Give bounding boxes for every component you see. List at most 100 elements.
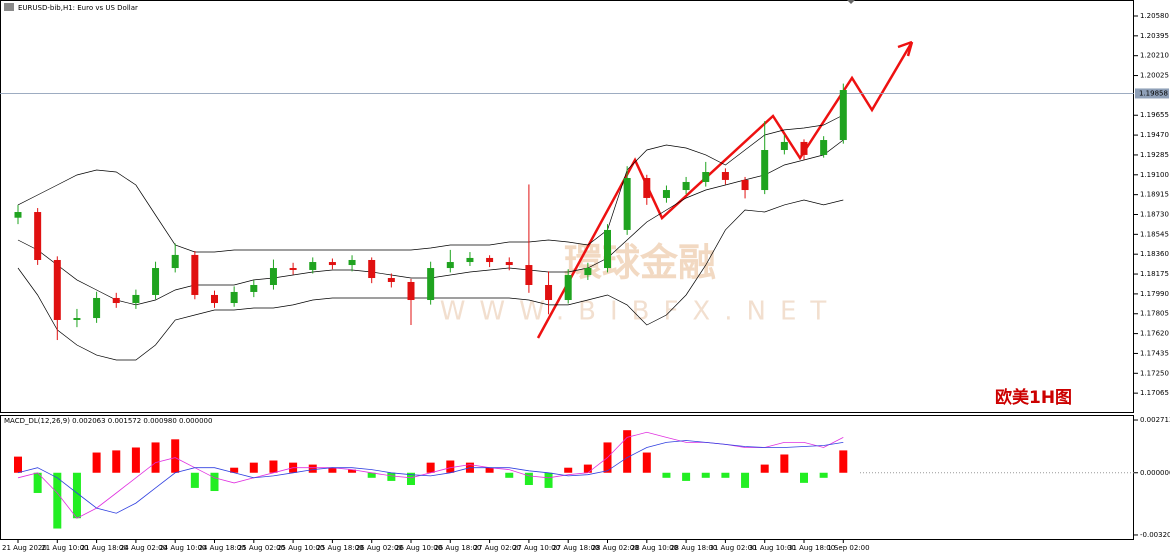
- x-tick-label: 24 Aug 10:00: [159, 544, 206, 552]
- x-tick-label: 24 Aug 18:00: [199, 544, 246, 552]
- candle-body: [368, 259, 376, 279]
- macd-bar: [544, 472, 553, 488]
- x-tick-label: 25 Aug 10:00: [277, 544, 324, 552]
- macd-bar: [210, 472, 219, 492]
- shift-marker: [847, 0, 855, 4]
- symbol-icon: [4, 3, 14, 11]
- watermark-text: 環球金融: [564, 241, 716, 285]
- candle-body: [820, 140, 828, 155]
- y-tick-label: 1.20580: [1140, 12, 1169, 20]
- y-tick-label: 1.17065: [1140, 389, 1169, 397]
- macd-bar: [819, 472, 828, 478]
- macd-bar: [131, 447, 140, 473]
- macd-bar: [387, 472, 396, 481]
- y-tick-label: 1.19470: [1140, 131, 1169, 139]
- macd-bar: [367, 472, 376, 478]
- candle-body: [662, 190, 670, 198]
- x-tick-label: 26 Aug 18:00: [434, 544, 481, 552]
- y-tick-label: 1.17250: [1140, 369, 1169, 377]
- candle-body: [73, 318, 81, 320]
- x-tick-label: 1 Sep 02:00: [827, 544, 869, 552]
- watermark: 環球金融 WWW.BIBFX.NET: [440, 241, 827, 327]
- arrow-head: [897, 40, 914, 57]
- y-tick-label: 1.20395: [1140, 32, 1169, 40]
- x-tick-label: 25 Aug 18:00: [316, 544, 363, 552]
- macd-bar: [642, 452, 651, 473]
- candle-body: [584, 268, 592, 276]
- macd-bar: [721, 472, 730, 478]
- candle-body: [230, 291, 238, 304]
- macd-bar: [269, 460, 278, 473]
- candle-body: [348, 259, 356, 266]
- candle-body: [289, 268, 297, 270]
- candle-body: [250, 284, 258, 292]
- bollinger-band: [17, 114, 844, 253]
- x-tick-label: 28 Aug 10:00: [631, 544, 678, 552]
- trend-drawing: [536, 40, 914, 339]
- macd-bar: [780, 454, 789, 473]
- macd-title: MACD_DL(12,26,9) 0.002063 0.001572 0.000…: [4, 417, 212, 425]
- macd-bar: [348, 469, 357, 473]
- x-tick-label: 21 Aug 18:00: [81, 544, 128, 552]
- candle-body: [34, 212, 42, 260]
- candle-body: [839, 90, 847, 141]
- macd-bar: [701, 472, 710, 478]
- candle-body: [702, 172, 710, 182]
- macd-bar: [485, 467, 494, 473]
- candle-body: [486, 257, 494, 263]
- current-price-box: [1135, 88, 1169, 99]
- y-tick-label: 1.19655: [1140, 111, 1169, 119]
- x-tick-label: 28 Aug 02:00: [592, 544, 639, 552]
- macd-bar: [682, 472, 691, 481]
- macd-bar: [564, 467, 573, 473]
- macd-bar: [839, 450, 848, 473]
- y-tick-label: 0.000000: [1140, 469, 1170, 477]
- y-tick-label: 0.002713: [1140, 416, 1170, 424]
- y-tick-label: 1.18915: [1140, 191, 1169, 199]
- candle-body: [525, 265, 533, 285]
- candle-body: [721, 172, 729, 180]
- y-tick-label: 1.18360: [1140, 250, 1169, 258]
- zigzag-arrow: [536, 41, 914, 339]
- y-tick-label: 1.17435: [1140, 349, 1169, 357]
- candle-body: [407, 281, 415, 301]
- y-tick-label: 1.18175: [1140, 270, 1169, 278]
- macd-bar: [171, 439, 180, 473]
- candle-body: [171, 254, 179, 269]
- y-tick-label: 1.18545: [1140, 230, 1169, 238]
- candle-body: [112, 297, 120, 304]
- candle-body: [191, 254, 199, 295]
- macd-bar: [308, 464, 317, 473]
- y-tick-label: -0.003201: [1140, 531, 1170, 539]
- candle-body: [269, 268, 277, 285]
- candle-body: [387, 278, 395, 282]
- macd-bar: [230, 467, 239, 473]
- candle-body: [643, 178, 651, 198]
- annotation: 欧美1H图: [995, 387, 1072, 408]
- candle-body: [152, 268, 160, 295]
- candle-body: [682, 181, 690, 191]
- x-tick-label: 31 Aug 10:00: [749, 544, 796, 552]
- candle-body: [800, 141, 808, 155]
- x-tick-label: 27 Aug 02:00: [474, 544, 521, 552]
- x-tick-label: 21 Aug 10:00: [41, 544, 88, 552]
- x-tick-label: 27 Aug 10:00: [513, 544, 560, 552]
- macd-bar: [524, 472, 533, 485]
- y-tick-label: 1.18730: [1140, 210, 1169, 218]
- candle-body: [604, 229, 611, 269]
- macd-bar: [407, 472, 415, 485]
- candle-body: [466, 257, 474, 263]
- y-tick-label: 1.19285: [1140, 151, 1169, 159]
- candle-body: [446, 262, 454, 269]
- price-panel-frame: [0, 0, 1134, 413]
- candle-body: [309, 262, 317, 270]
- macd-bar: [92, 452, 101, 473]
- x-tick-label: 31 Aug 18:00: [788, 544, 835, 552]
- macd-bar: [33, 472, 42, 493]
- macd-bar: [583, 464, 592, 473]
- y-tick-label: 1.19100: [1140, 171, 1169, 179]
- macd-bar: [800, 472, 808, 483]
- candle-body: [741, 179, 749, 191]
- candle-body: [53, 259, 61, 320]
